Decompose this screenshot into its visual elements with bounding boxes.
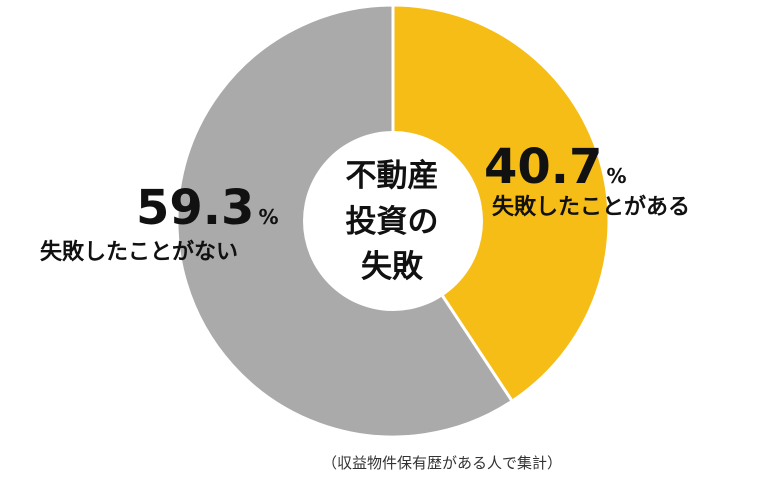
slice-label-yes: 40.7% 失敗したことがある — [484, 139, 690, 220]
slice-unit-no: % — [258, 205, 278, 229]
center-label-line-2: 投資の — [346, 204, 439, 240]
svg-text:40.7%: 40.7% — [484, 139, 626, 195]
donut-hole — [303, 131, 483, 311]
center-label-line-3: 失敗 — [361, 249, 424, 285]
slice-caption-yes: 失敗したことがある — [492, 194, 690, 220]
center-label-line-1: 不動産 — [346, 158, 439, 194]
svg-text:59.3%: 59.3% — [136, 180, 278, 236]
center-label: 不動産 投資の 失敗 — [346, 158, 439, 285]
slice-value-yes: 40.7 — [484, 139, 602, 195]
footnote: （収益物件保有歴がある人で集計） — [0, 452, 780, 473]
slice-label-no: 59.3% 失敗したことがない — [40, 180, 278, 265]
footnote-text: （収益物件保有歴がある人で集計） — [321, 454, 562, 472]
slice-value-no: 59.3 — [136, 180, 254, 236]
slice-unit-yes: % — [606, 164, 626, 188]
slice-caption-no: 失敗したことがない — [40, 239, 238, 265]
